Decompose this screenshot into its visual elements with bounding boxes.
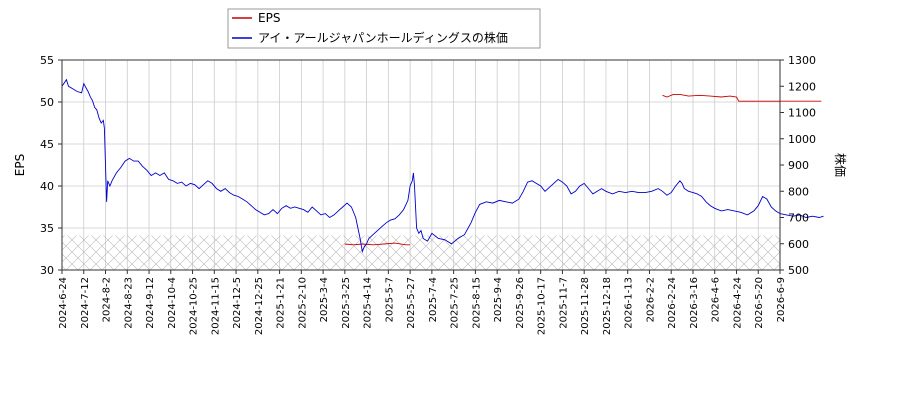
x-tick-label: 2025-9-26 [515,277,526,329]
x-tick-label: 2024-11-15 [210,277,221,335]
y-left-tick-label: 50 [40,96,54,109]
x-axis: 2024-6-24 2024-7-12 2024-8-2 2024-8-23 2024-… [58,270,787,335]
y-right-tick-label: 600 [788,238,809,251]
y-right-tick-label: 500 [788,264,809,277]
grid [61,59,781,271]
x-tick-label: 2025-7-4 [428,277,439,322]
y-left-tick-label: 30 [40,264,54,277]
x-tick-label: 2025-4-14 [363,277,374,329]
x-tick-label: 2026-1-13 [624,277,635,329]
x-tick-label: 2024-8-2 [102,277,113,322]
x-tick-label: 2025-3-25 [341,277,352,329]
y-right-axis-label: 株価 [833,153,848,177]
x-tick-label: 2025-3-4 [319,277,330,322]
x-tick-label: 2026-2-2 [645,277,656,322]
x-tick-label: 2024-12-25 [254,277,265,335]
x-tick-label: 2024-9-12 [145,277,156,329]
x-tick-label: 2024-6-24 [58,277,69,329]
y-right-tick-label: 1000 [788,133,816,146]
y-right-tick-label: 900 [788,159,809,172]
y-left-tick-label: 40 [40,180,54,193]
x-tick-label: 2025-8-15 [471,277,482,329]
x-tick-label: 2024-10-4 [167,277,178,329]
x-tick-label: 2024-7-12 [80,277,91,329]
y-left-tick-label: 55 [40,54,54,67]
legend: EPS アイ・アールジャパンホールディングスの株価 [227,8,541,49]
x-tick-label: 2026-4-24 [732,277,743,329]
x-tick-label: 2024-12-5 [232,277,243,329]
hatched-band [62,235,780,270]
x-tick-label: 2025-5-7 [384,277,395,322]
x-tick-label: 2025-2-10 [297,277,308,329]
x-tick-label: 2026-6-9 [776,277,787,322]
y-left-axis-label: EPS [13,154,27,176]
legend-label: EPS [258,11,280,25]
legend-label: アイ・アールジャパンホールディングスの株価 [258,30,508,45]
x-tick-label: 2025-9-4 [493,277,504,322]
series-layer [61,78,824,254]
y-right-tick-label: 1300 [788,54,816,67]
x-tick-label: 2025-12-18 [602,277,613,335]
x-tick-label: 2024-8-23 [123,277,134,329]
x-tick-label: 2025-7-25 [450,277,461,329]
eps-series-line [344,93,822,246]
stock-price-series-line [61,78,824,254]
x-tick-label: 2026-2-24 [667,277,678,329]
x-tick-label: 2025-5-27 [406,277,417,329]
y-left-axis: 30 35 40 45 50 55 [40,54,62,277]
x-tick-label: 2025-10-17 [537,277,548,335]
x-tick-label: 2026-5-20 [754,277,765,329]
y-left-tick-label: 35 [40,222,54,235]
y-left-tick-label: 45 [40,138,54,151]
y-right-tick-label: 700 [788,212,809,225]
y-right-axis: 500 600 700 800 900 1000 1100 1200 1300 [780,54,816,277]
y-right-tick-label: 800 [788,185,809,198]
x-tick-label: 2025-11-7 [558,277,569,329]
legend-box [227,8,541,49]
x-tick-label: 2024-10-25 [189,277,200,335]
x-tick-label: 2025-1-21 [276,277,287,329]
y-right-tick-label: 1100 [788,107,816,120]
x-tick-label: 2026-3-16 [689,277,700,329]
x-tick-label: 2026-4-6 [711,277,722,322]
x-tick-label: 2025-11-28 [580,277,591,335]
y-right-tick-label: 1200 [788,80,816,93]
